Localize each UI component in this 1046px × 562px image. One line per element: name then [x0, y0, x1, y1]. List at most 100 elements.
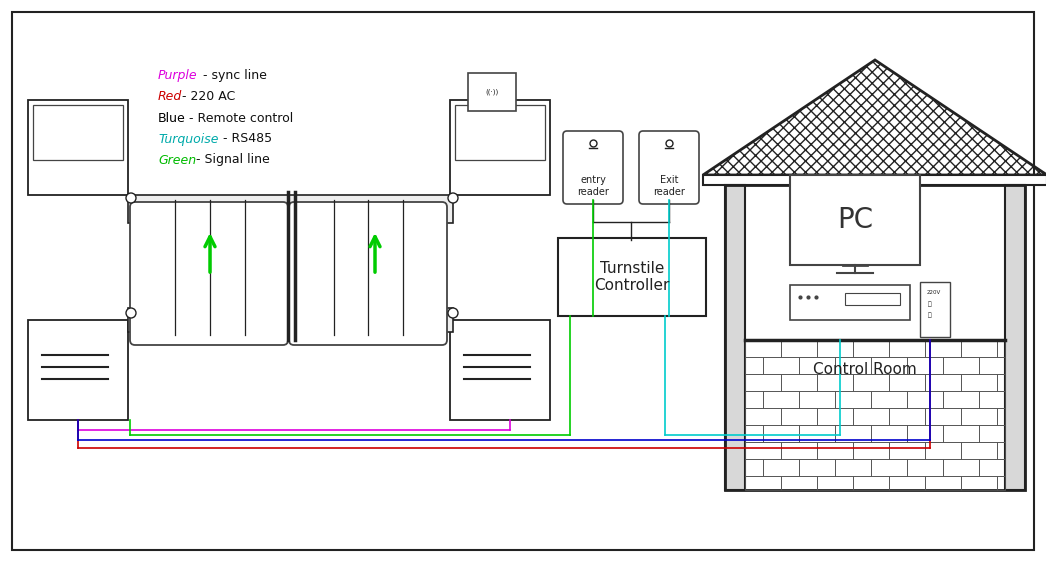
Bar — [725, 185, 1025, 490]
Bar — [763, 425, 799, 442]
Bar — [925, 340, 961, 357]
Bar — [790, 285, 910, 320]
Bar — [745, 459, 763, 476]
Bar — [852, 442, 889, 459]
Text: ((·)): ((·)) — [485, 89, 499, 95]
Bar — [763, 357, 799, 374]
Text: - Signal line: - Signal line — [192, 153, 270, 166]
Bar — [852, 476, 889, 490]
Bar — [799, 357, 835, 374]
Bar — [468, 73, 516, 111]
Bar — [997, 374, 1005, 391]
FancyBboxPatch shape — [130, 202, 288, 345]
Bar — [817, 340, 852, 357]
Bar — [835, 357, 871, 374]
Bar — [997, 476, 1005, 490]
Bar — [889, 442, 925, 459]
Bar — [889, 340, 925, 357]
Bar — [745, 374, 781, 391]
Text: Green: Green — [158, 153, 197, 166]
Bar — [943, 459, 979, 476]
Bar — [925, 476, 961, 490]
Text: Purple: Purple — [158, 70, 198, 83]
Bar — [450, 100, 550, 195]
Bar — [943, 425, 979, 442]
Bar — [961, 374, 997, 391]
Bar — [997, 408, 1005, 425]
Bar — [790, 175, 920, 265]
Bar — [871, 391, 907, 408]
FancyBboxPatch shape — [289, 202, 447, 345]
Text: 220V: 220V — [927, 290, 941, 295]
Text: 源: 源 — [928, 312, 932, 318]
Bar — [943, 391, 979, 408]
Bar — [763, 391, 799, 408]
Text: PC: PC — [837, 206, 873, 234]
Bar — [925, 374, 961, 391]
Bar — [558, 238, 706, 316]
Text: Exit
reader: Exit reader — [653, 175, 685, 197]
Bar — [889, 408, 925, 425]
Bar — [455, 105, 545, 160]
Bar — [745, 442, 781, 459]
Bar — [781, 408, 817, 425]
Text: - sync line: - sync line — [199, 70, 267, 83]
Bar — [128, 308, 453, 332]
Bar — [763, 459, 799, 476]
Bar — [925, 442, 961, 459]
Bar — [961, 408, 997, 425]
Bar — [979, 357, 1005, 374]
FancyBboxPatch shape — [563, 131, 623, 204]
Text: entry
reader: entry reader — [577, 175, 609, 197]
Text: - RS485: - RS485 — [220, 133, 272, 146]
Text: Blue: Blue — [158, 111, 186, 125]
Bar — [450, 320, 550, 420]
Bar — [852, 340, 889, 357]
Bar — [799, 459, 835, 476]
Bar — [817, 408, 852, 425]
Bar — [33, 105, 123, 160]
Bar — [817, 374, 852, 391]
Bar — [1005, 185, 1025, 490]
Bar — [997, 442, 1005, 459]
Bar — [835, 391, 871, 408]
FancyBboxPatch shape — [639, 131, 699, 204]
Text: Control Room: Control Room — [813, 362, 917, 378]
Bar — [745, 391, 763, 408]
Bar — [907, 459, 943, 476]
Bar — [889, 374, 925, 391]
Bar — [997, 340, 1005, 357]
Bar — [852, 408, 889, 425]
Bar — [781, 476, 817, 490]
Bar — [889, 476, 925, 490]
Text: Turnstile
Controller: Turnstile Controller — [594, 261, 669, 293]
Bar — [961, 476, 997, 490]
Text: - Remote control: - Remote control — [185, 111, 294, 125]
Bar — [925, 408, 961, 425]
Bar — [799, 391, 835, 408]
Bar — [920, 282, 950, 337]
Bar — [871, 459, 907, 476]
Bar — [961, 340, 997, 357]
Circle shape — [126, 193, 136, 203]
Text: Red: Red — [158, 90, 182, 103]
Bar — [961, 442, 997, 459]
Bar — [852, 374, 889, 391]
Bar — [128, 195, 453, 223]
Bar — [781, 340, 817, 357]
Bar — [871, 425, 907, 442]
Text: 电: 电 — [928, 301, 932, 307]
Bar — [781, 442, 817, 459]
Circle shape — [126, 308, 136, 318]
Circle shape — [448, 308, 458, 318]
Bar — [28, 100, 128, 195]
Bar — [745, 425, 763, 442]
Bar — [745, 357, 763, 374]
Bar — [835, 459, 871, 476]
Bar — [817, 442, 852, 459]
Text: Turquoise: Turquoise — [158, 133, 219, 146]
Bar — [907, 357, 943, 374]
Bar — [907, 391, 943, 408]
Bar — [943, 357, 979, 374]
Bar — [979, 425, 1005, 442]
